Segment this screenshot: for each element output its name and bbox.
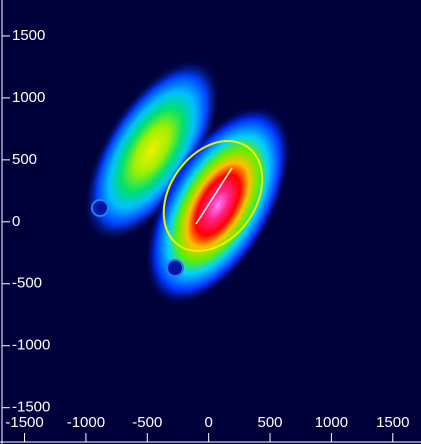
x-tick-label: -1500	[5, 414, 43, 431]
fringe	[166, 259, 184, 277]
x-tick-label: 500	[258, 414, 283, 431]
beam-lobe	[83, 57, 221, 243]
y-tick-label: 1000	[12, 89, 45, 106]
x-tick-label: -1000	[67, 414, 105, 431]
y-tick-label: -1500	[12, 399, 50, 416]
y-tick-label: -500	[12, 275, 42, 292]
x-tick-label: 1000	[315, 414, 348, 431]
x-tick-label: -500	[132, 414, 162, 431]
y-tick-label: -1000	[12, 337, 50, 354]
y-tick-label: 0	[12, 213, 20, 230]
x-tick-label: 0	[204, 414, 212, 431]
y-tick-label: 1500	[12, 27, 45, 44]
fit-ellipse	[162, 140, 264, 252]
major-axis	[195, 167, 233, 225]
x-tick-label: 1500	[376, 414, 409, 431]
y-tick-label: 500	[12, 151, 37, 168]
fringe	[91, 199, 109, 217]
